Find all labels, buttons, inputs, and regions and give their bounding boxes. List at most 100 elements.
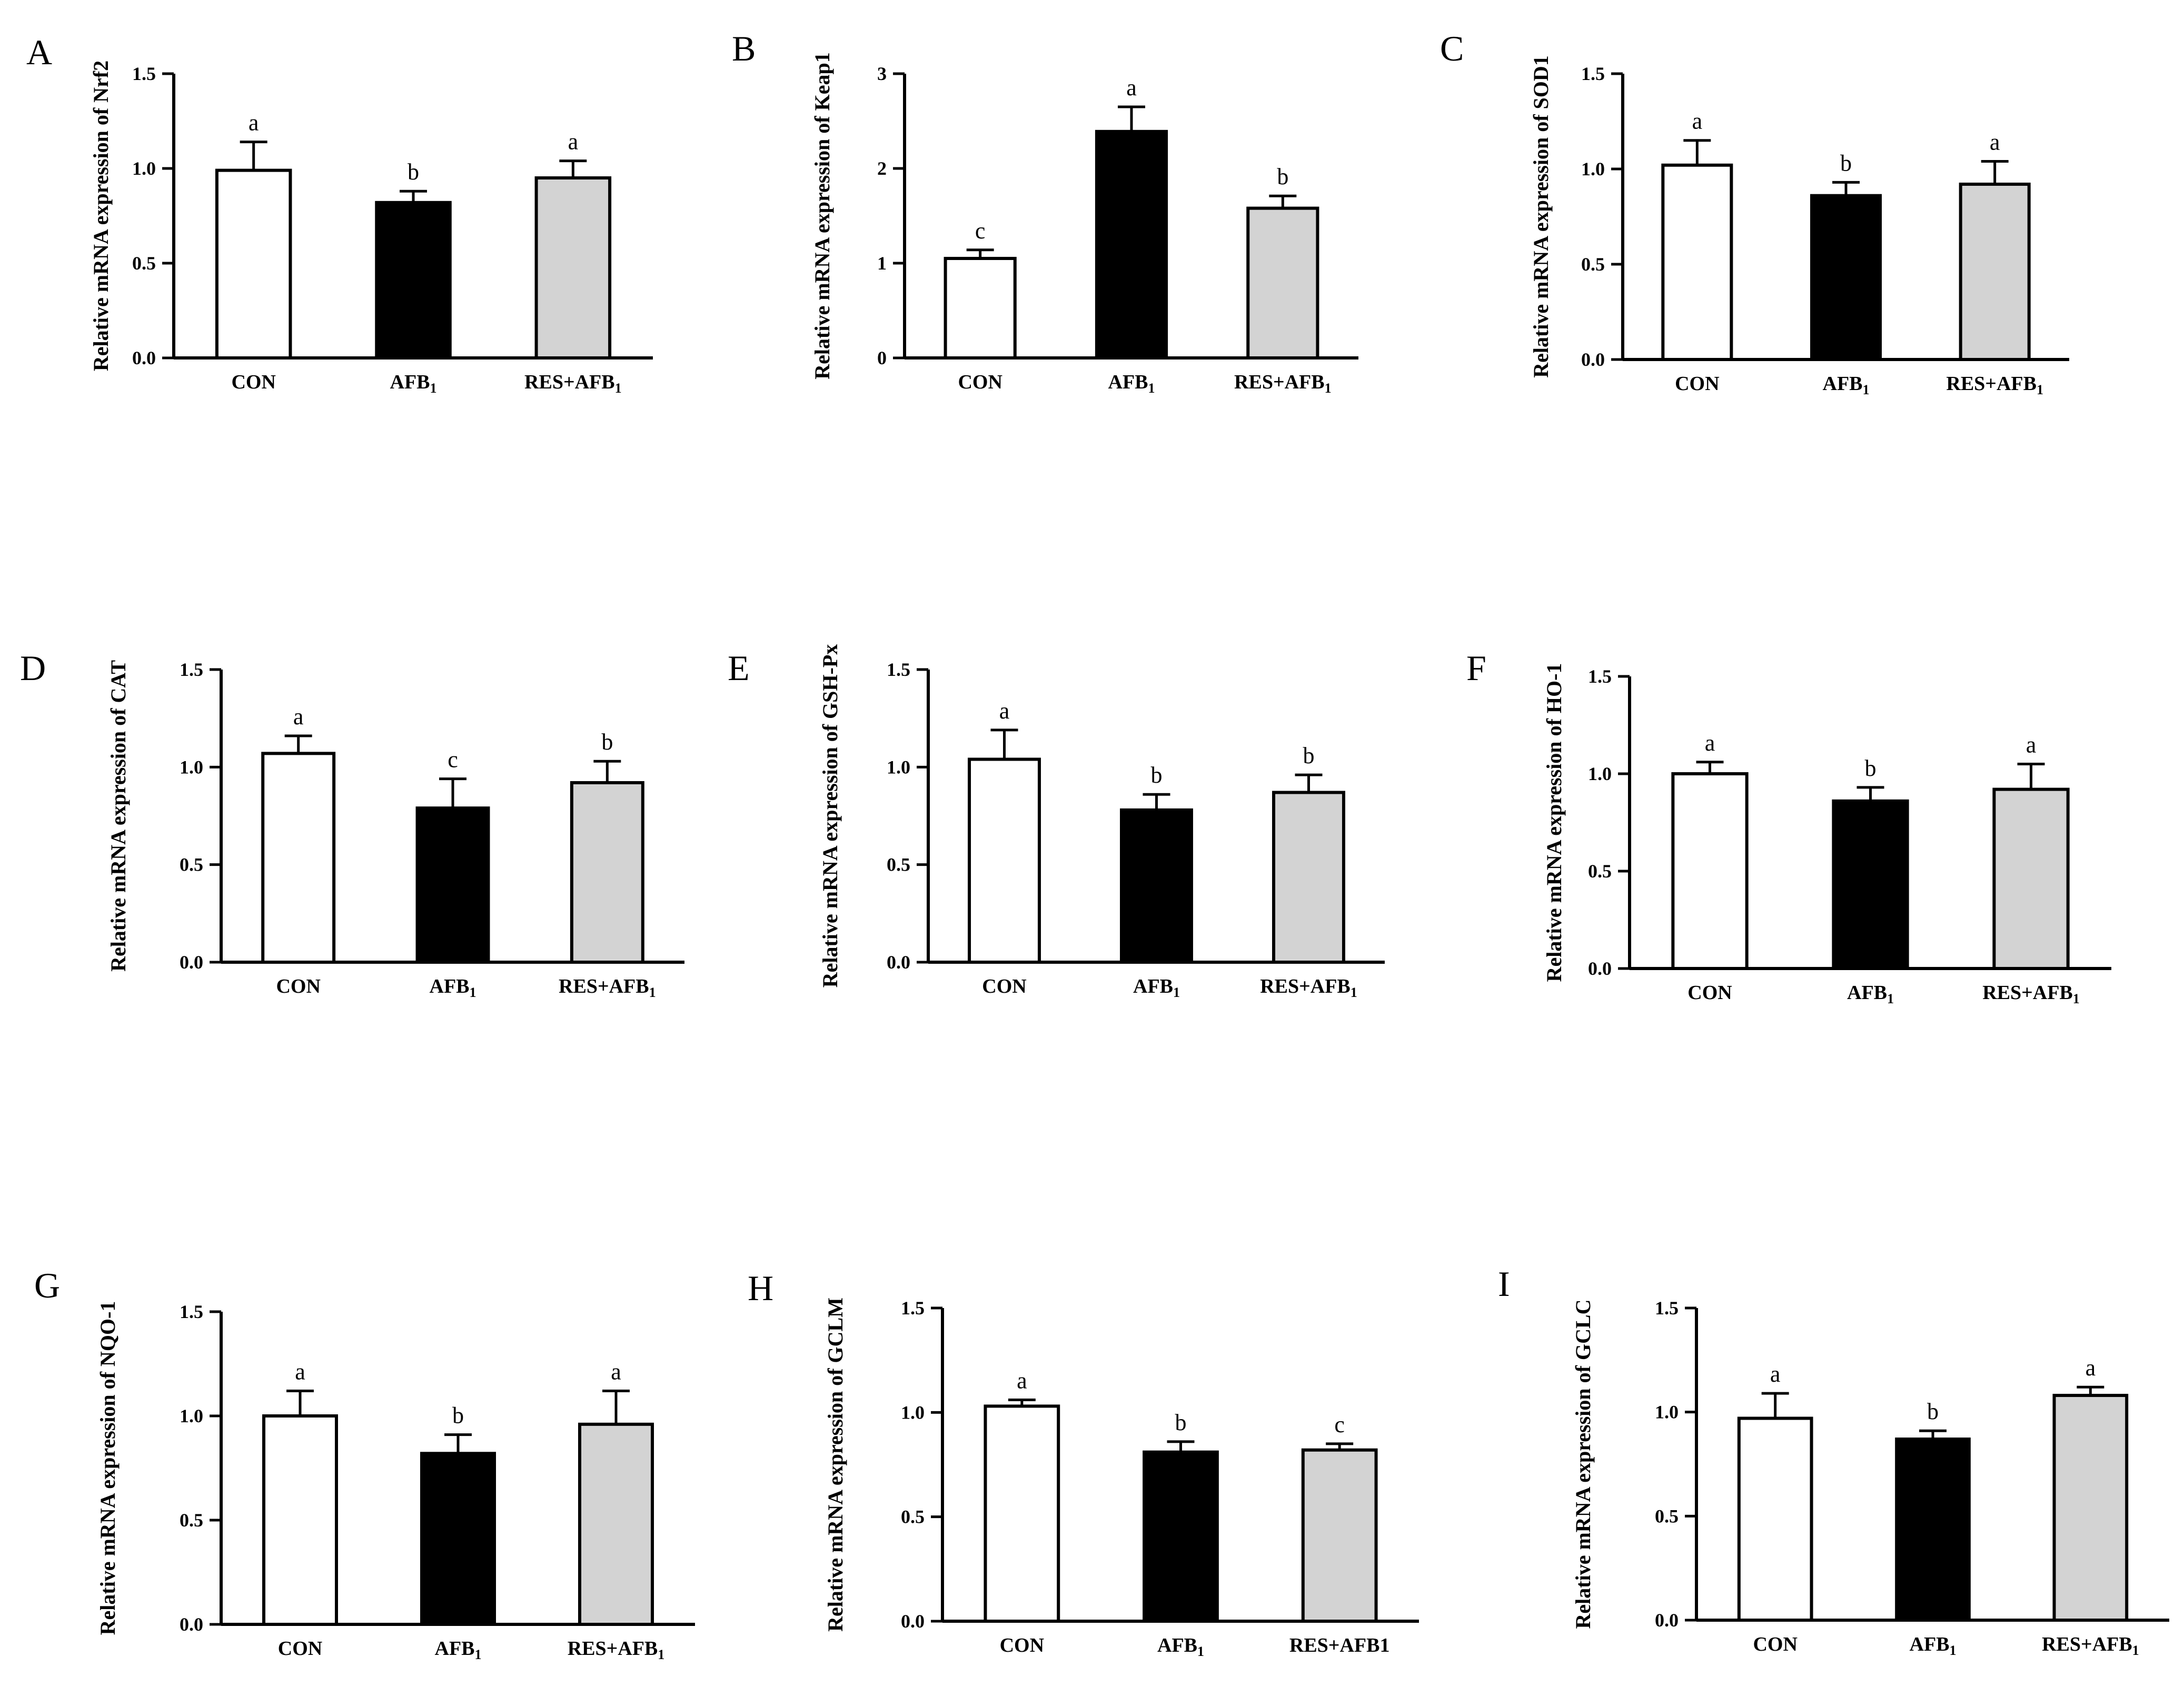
bar-a-1: [215, 168, 292, 360]
category-label: AFB1: [1823, 373, 1870, 397]
significance-label: b: [452, 1403, 464, 1429]
y-tick-label: 1.0: [180, 1405, 203, 1426]
significance-label: b: [1840, 150, 1852, 176]
y-tick-label: 1.5: [180, 1301, 203, 1322]
category-label: RES+AFB1: [1289, 1634, 1390, 1656]
category-label: AFB1: [1910, 1633, 1957, 1658]
bar-e-1: [968, 757, 1041, 964]
significance-label: b: [1151, 762, 1163, 788]
category-label: CON: [1675, 373, 1719, 395]
category-label: AFB1: [1108, 371, 1155, 396]
y-tick-label: 1.0: [132, 158, 156, 179]
y-tick-label: 1.0: [180, 756, 203, 777]
bar-c-3: [1959, 182, 2031, 361]
y-tick-label: 0.5: [180, 854, 203, 875]
category-label: AFB1: [1133, 975, 1180, 1000]
y-tick-label: 0.5: [1655, 1505, 1679, 1526]
y-tick-label: 0.0: [180, 952, 203, 973]
y-tick-label: 0.0: [132, 347, 156, 368]
panel-letter: C: [1440, 28, 1464, 68]
category-label: RES+AFB1: [524, 371, 622, 396]
bar-f-2: [1832, 799, 1909, 971]
significance-label: a: [568, 129, 579, 155]
significance-label: a: [611, 1359, 621, 1384]
category-label: AFB1: [1157, 1634, 1204, 1659]
bar-g-3: [578, 1422, 654, 1626]
panel-letter: G: [34, 1265, 60, 1305]
y-tick-label: 0.0: [1581, 349, 1605, 370]
y-tick-label: 0.0: [901, 1611, 925, 1632]
y-tick-label: 0.5: [901, 1506, 925, 1528]
y-tick-label: 1.5: [1655, 1297, 1679, 1319]
panel-c: C Relative mRNA expression of SOD1 a CON b AF…: [1440, 28, 2069, 397]
bar-e-2: [1120, 808, 1193, 964]
category-label: RES+AFB1: [1260, 975, 1357, 1000]
category-label: CON: [278, 1638, 322, 1660]
y-tick-label: 1.0: [1588, 763, 1612, 784]
bar-d-2: [415, 806, 490, 964]
panel-letter: F: [1466, 648, 1486, 688]
bar-f-3: [1992, 787, 2070, 970]
significance-label: b: [1927, 1399, 1939, 1424]
significance-label: b: [1865, 755, 1877, 781]
y-tick-label: 0.5: [132, 253, 156, 274]
panel-b: B Relative mRNA expression of Keap1 c CON a A…: [732, 28, 1358, 396]
bar-b-3: [1246, 206, 1319, 360]
y-tick-label: 1.0: [1655, 1402, 1679, 1423]
bar-a-3: [534, 176, 612, 360]
significance-label: a: [1770, 1361, 1781, 1387]
category-label: AFB1: [1847, 982, 1894, 1006]
bar-c-2: [1810, 194, 1882, 361]
bar-a-2: [375, 201, 452, 360]
bar-c-1: [1661, 163, 1733, 361]
bar-i-1: [1737, 1416, 1813, 1622]
significance-label: a: [1705, 730, 1715, 756]
bar-i-2: [1895, 1438, 1971, 1622]
panel-h: H Relative mRNA expression of GCLM a CON b AF…: [748, 1268, 1419, 1659]
y-tick-label: 1.5: [1581, 63, 1605, 84]
significance-label: a: [293, 704, 304, 730]
y-tick-label: 0.0: [180, 1614, 203, 1635]
category-label: AFB1: [435, 1638, 482, 1662]
category-label: CON: [958, 371, 1002, 393]
y-axis-title: Relative mRNA expression of GSH-Px: [818, 644, 842, 988]
significance-label: b: [1277, 164, 1288, 189]
y-tick-label: 1.0: [887, 756, 910, 777]
y-tick-label: 1.5: [887, 659, 910, 680]
y-tick-label: 0.5: [887, 854, 910, 875]
y-tick-label: 1.0: [1581, 158, 1605, 179]
y-axis-title: Relative mRNA expression of NQO-1: [96, 1301, 120, 1635]
bar-e-3: [1272, 791, 1345, 964]
y-tick-label: 1: [877, 253, 887, 274]
y-tick-label: 0.5: [1581, 254, 1605, 275]
y-tick-label: 1.5: [132, 63, 156, 84]
significance-label: b: [1303, 743, 1315, 768]
category-label: RES+AFB1: [1982, 982, 2080, 1006]
bar-f-1: [1671, 772, 1749, 970]
category-label: CON: [276, 975, 320, 997]
panel-letter: B: [732, 28, 756, 68]
y-tick-label: 0: [877, 347, 887, 368]
y-tick-label: 1.5: [901, 1297, 925, 1319]
bar-h-1: [984, 1404, 1060, 1623]
y-axis-title: Relative mRNA expression of Nrf2: [89, 61, 113, 371]
y-tick-label: 0.0: [1588, 958, 1612, 979]
category-label: RES+AFB1: [2042, 1633, 2139, 1658]
category-label: RES+AFB1: [1946, 373, 2043, 397]
panel-a: A Relative mRNA expression of Nrf2 a CON b AF…: [26, 32, 653, 396]
category-label: CON: [982, 975, 1026, 997]
panel-g: G Relative mRNA expression of NQO-1 a CON b A…: [34, 1265, 695, 1662]
category-label: RES+AFB1: [568, 1638, 665, 1662]
category-label: CON: [1687, 982, 1732, 1004]
significance-label: a: [1990, 129, 2000, 155]
bar-d-1: [261, 752, 336, 964]
bar-g-2: [420, 1452, 496, 1626]
y-tick-label: 1.5: [1588, 666, 1612, 687]
bar-i-3: [2052, 1394, 2129, 1622]
bar-b-2: [1095, 129, 1168, 360]
category-label: AFB1: [430, 975, 476, 1000]
y-axis-title: Relative mRNA expression of HO-1: [1542, 663, 1566, 982]
significance-label: c: [448, 747, 458, 773]
panel-letter: E: [728, 648, 750, 688]
category-label: RES+AFB1: [559, 975, 656, 1000]
